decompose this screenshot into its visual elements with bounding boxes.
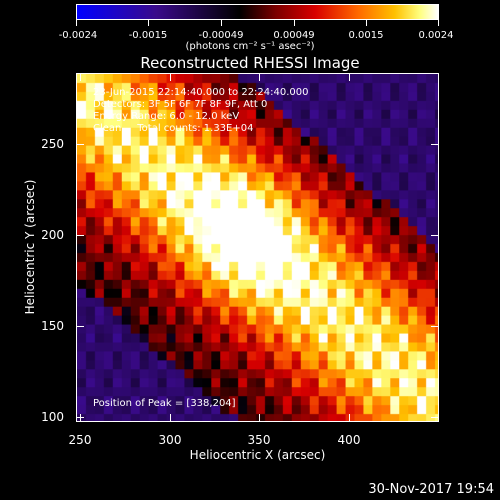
colorbar-tickmark: [76, 20, 77, 26]
colorbar-tickmark: [366, 20, 367, 26]
colorbar-tickmark: [294, 20, 295, 26]
plot-timestamp: 30-Nov-2017 19:54: [368, 482, 494, 497]
info-peak-position: Position of Peak = [338,204]: [93, 398, 236, 409]
axis-tickmark: [431, 326, 439, 327]
plot-title: Reconstructed RHESSI Image: [140, 54, 360, 72]
x-tick-label: 300: [158, 433, 182, 447]
info-energy-range: Energy Range: 6.0 - 12.0 keV: [93, 111, 240, 122]
axis-tickmark: [80, 414, 81, 422]
axis-tickmark: [76, 417, 84, 418]
colorbar-tick-label: -0.00049: [198, 30, 244, 41]
axis-tickmark: [170, 73, 171, 81]
axis-tickmark: [431, 144, 439, 145]
colorbar-tick-label: 0.0015: [348, 30, 384, 41]
y-tick-label: 100: [41, 410, 64, 424]
x-tick-label: 400: [337, 433, 361, 447]
axis-tickmark: [76, 326, 84, 327]
colorbar-tickmark: [221, 20, 222, 26]
info-total-counts: Clean Total counts: 1.33E+04: [93, 123, 254, 134]
axis-tickmark: [76, 235, 84, 236]
axis-tickmark: [259, 73, 260, 81]
x-tick-label: 350: [247, 433, 271, 447]
x-axis-label: Heliocentric X (arcsec): [189, 448, 326, 462]
colorbar-units: (photons cm⁻² s⁻¹ asec⁻²): [185, 41, 315, 52]
x-tick-label: 250: [68, 433, 92, 447]
axis-tickmark: [431, 417, 439, 418]
axis-tickmark: [349, 414, 350, 422]
info-time-range: 23-Jun-2015 22:14:40.000 to 22:24:40.000: [93, 87, 309, 98]
rhessi-image-canvas[interactable]: [77, 74, 438, 421]
axis-tickmark: [438, 414, 439, 422]
info-detectors: Detectors: 3F 5F 6F 7F 8F 9F, Att 0: [93, 99, 268, 110]
colorbar-tick-label: -0.0024: [58, 30, 98, 41]
y-axis-label: Heliocentric Y (arcsec): [23, 179, 37, 315]
colorbar: [76, 4, 439, 20]
axis-tickmark: [80, 73, 81, 81]
y-tick-label: 250: [41, 137, 64, 151]
colorbar-tickmark: [148, 20, 149, 26]
image-plot[interactable]: [76, 73, 439, 422]
axis-tickmark: [431, 235, 439, 236]
axis-tickmark: [76, 144, 84, 145]
colorbar-tick-label: -0.0015: [128, 30, 168, 41]
axis-tickmark: [170, 414, 171, 422]
y-tick-label: 150: [41, 319, 64, 333]
axis-tickmark: [349, 73, 350, 81]
axis-tickmark: [438, 73, 439, 81]
colorbar-tickmark: [438, 20, 439, 26]
colorbar-tick-label: 0.00049: [273, 30, 315, 41]
colorbar-tick-label: 0.0024: [418, 30, 454, 41]
axis-tickmark: [259, 414, 260, 422]
y-tick-label: 200: [41, 228, 64, 242]
